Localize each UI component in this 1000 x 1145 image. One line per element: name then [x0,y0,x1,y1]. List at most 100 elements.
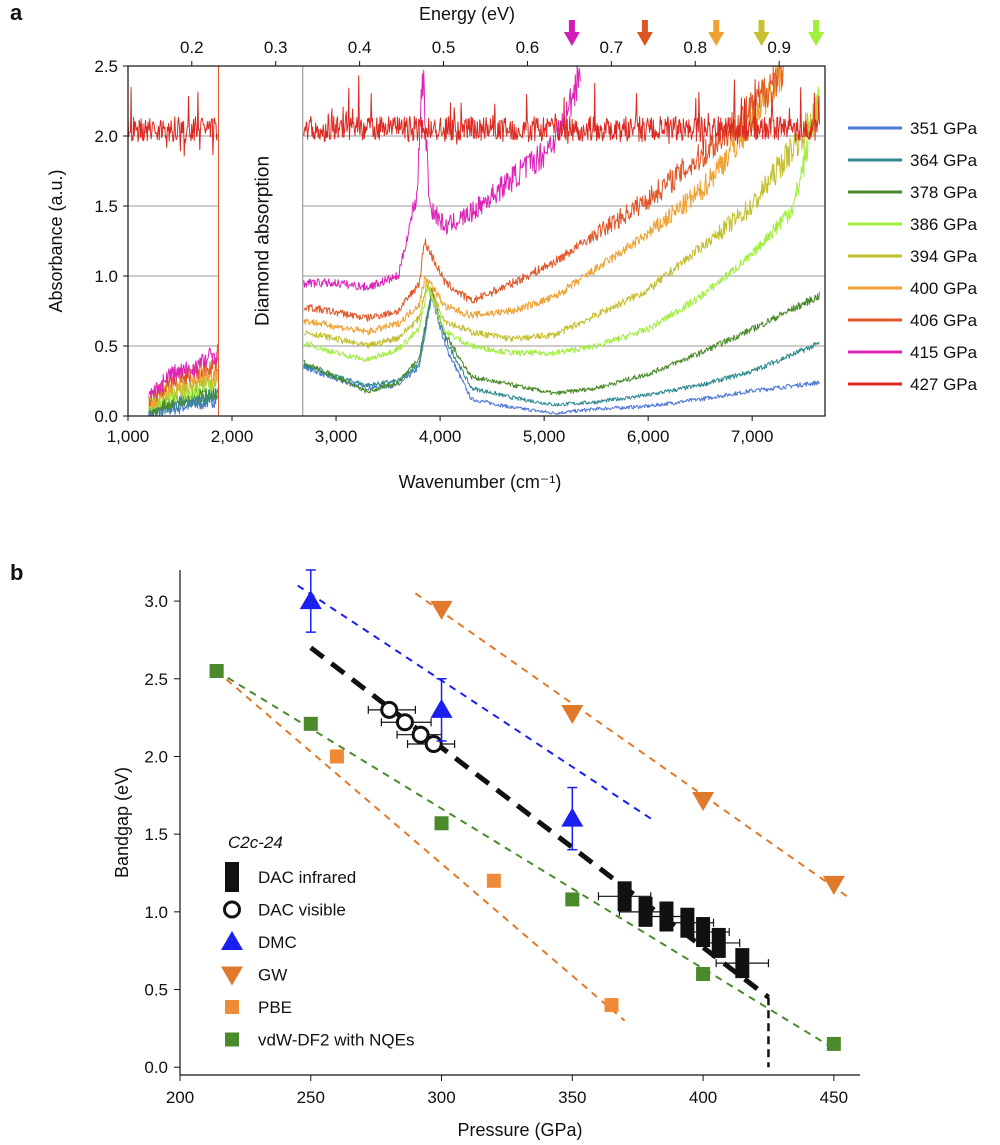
point-dac [638,896,653,927]
point-dac [411,725,430,744]
legend-label-a: 427 GPa [910,375,978,394]
point-dmc [561,807,584,827]
series-line-427-gpa [303,75,820,156]
legend-marker-b [221,931,243,950]
point-vdw-df2 [303,716,318,731]
point-pbe [486,873,501,888]
diamond-absorption-label: Diamond absorption [253,156,274,326]
y-tick-label-a: 0.0 [94,407,118,426]
series-line-378-gpa [303,287,820,396]
panel-a: a Energy (eV) 1,000 2,000 3,000 4,000 5,000 6… [10,0,978,492]
legend-label-b: DMC [258,933,297,952]
point-gw [822,875,845,895]
y-tick-label-b: 0.0 [144,1058,168,1077]
plot-frame-a [127,65,826,417]
series-line-364-gpa [148,387,218,417]
series-line-351-gpa [303,295,820,415]
legend-marker-b [223,900,241,919]
point-dac [395,713,414,732]
y-tick-label-a: 1.0 [94,267,118,286]
band-edge-arrow-shaft [713,20,720,34]
band-edge-arrow-head [636,32,653,46]
x-tick-label-a: 4,000 [419,427,462,446]
legend-label-a: 415 GPa [910,343,978,362]
y-tick-label-a: 2.5 [94,57,118,76]
fit-lines-b [215,584,848,1068]
panel-label-b: b [10,560,23,585]
point-dac [735,948,750,979]
point-dac [711,927,726,958]
axes-a: 1,000 2,000 3,000 4,000 5,000 6,000 7,000 0.0 0.… [94,38,826,446]
band-edge-arrow-shaft [568,20,575,34]
legend-label-b: GW [258,966,287,985]
legend-label-a: 386 GPa [910,215,978,234]
energy-axis-title: Energy (eV) [419,4,515,24]
x-axis-title-b: Pressure (GPa) [457,1120,582,1140]
top-tick-label-a: 0.5 [432,38,456,57]
series-line-400-gpa [303,65,784,336]
x-tick-label-b: 400 [689,1088,717,1107]
point-vdw-df2 [826,1036,841,1051]
x-tick-label-a: 6,000 [627,427,670,446]
series-line-415-gpa [303,65,581,291]
legend-label-b: DAC visible [258,901,346,920]
band-edge-arrow-head [708,32,725,46]
point-dmc [430,698,453,718]
point-gw [430,600,453,620]
diamond-absorption-gap [218,67,303,416]
band-edge-arrow-shaft [758,20,765,34]
legend-b: C2c-24 DAC infrared DAC visible DMC GW PBE vdW… [221,833,415,1050]
x-tick-label-b: 350 [558,1088,586,1107]
legend-label-b: PBE [258,998,292,1017]
point-dmc [299,590,322,610]
point-dac [696,917,711,948]
point-dac [659,901,674,932]
point-dac [380,700,399,719]
point-vdw-df2 [696,967,711,981]
fit-line-dmc [297,584,652,820]
top-tick-label-a: 0.3 [264,38,288,57]
point-vdw-df2 [209,664,224,678]
legend-label-a: 406 GPa [910,311,978,330]
point-gw [561,704,584,724]
top-tick-label-a: 0.7 [600,38,624,57]
top-tick-label-a: 0.8 [683,38,707,57]
legend-label-a: 400 GPa [910,279,978,298]
point-dac [680,907,695,938]
x-tick-label-b: 250 [297,1088,325,1107]
y-tick-label-b: 2.0 [144,747,168,766]
series-a [127,65,820,417]
point-gw [692,791,715,811]
x-tick-label-a: 7,000 [731,427,774,446]
band-edge-arrows [563,20,825,46]
legend-label-b: DAC infrared [258,868,356,887]
point-vdw-df2 [434,816,449,831]
point-pbe [604,998,619,1013]
x-tick-label-b: 200 [166,1088,194,1107]
y-tick-label-b: 0.5 [144,981,168,1000]
point-vdw-df2 [565,892,580,907]
y-axis-title-a: Absorbance (a.u.) [46,169,66,312]
y-tick-label-b: 2.5 [144,670,168,689]
legend-marker-b [225,862,239,892]
point-dac [424,735,443,754]
band-edge-arrow-shaft [813,20,820,34]
y-tick-label-a: 1.5 [94,197,118,216]
series-line-400-gpa [148,366,218,409]
band-edge-arrow-shaft [641,20,648,34]
x-tick-label-a: 3,000 [315,427,358,446]
legend-label-a: 394 GPa [910,247,978,266]
legend-title-b: C2c-24 [228,833,283,852]
top-tick-label-a: 0.2 [180,38,204,57]
top-tick-label-a: 0.9 [767,38,791,57]
x-tick-label-b: 300 [427,1088,455,1107]
top-tick-label-a: 0.4 [348,38,372,57]
x-axis-title-a: Wavenumber (cm⁻¹) [399,472,562,492]
series-line-386-gpa [303,86,820,363]
panel-b: b 200 250 300 350 400 450 0.0 0.5 1.0 1.5 2.0 2.5 3.… [10,560,860,1140]
x-tick-label-b: 450 [820,1088,848,1107]
series-line-394-gpa [303,96,820,349]
series-line-427-gpa [127,86,218,157]
legend-a: 351 GPa 364 GPa 378 GPa 386 GPa 394 GPa 400 G… [848,119,978,394]
legend-marker-b [225,1032,239,1047]
